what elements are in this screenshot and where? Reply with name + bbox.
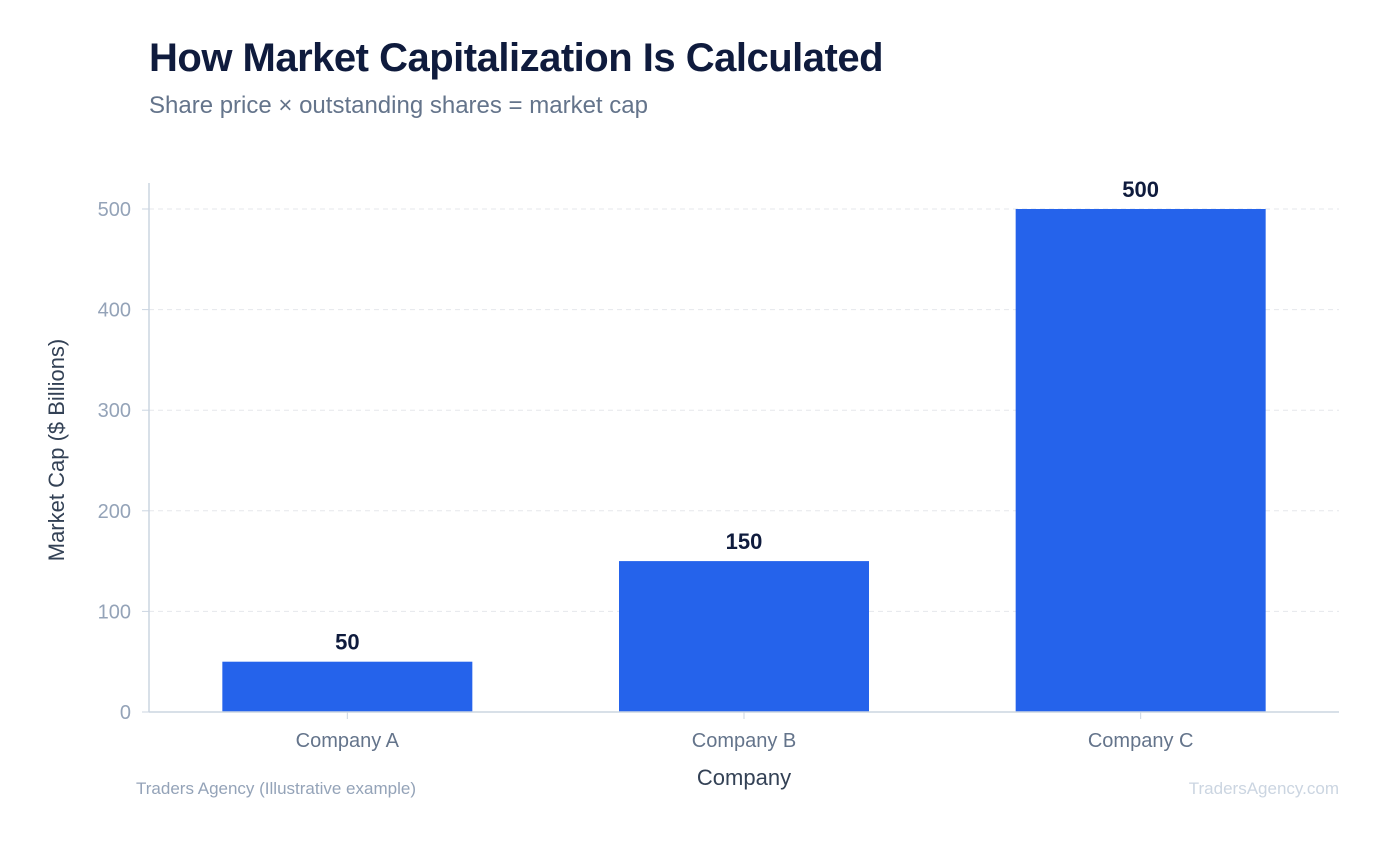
y-tick-label: 0 [120,702,131,724]
y-axis-label: Market Cap ($ Billions) [44,339,69,562]
source-note: Traders Agency (Illustrative example) [136,779,416,798]
y-tick-label: 200 [98,501,131,523]
bar-2 [619,561,869,712]
x-tick-label: Company B [692,730,797,752]
brand-watermark: TradersAgency.com [1188,779,1339,798]
chart-subtitle: Share price × outstanding shares = marke… [149,92,648,119]
data-label: 500 [1122,177,1159,202]
y-tick-label: 300 [98,400,131,422]
data-label: 50 [335,630,359,655]
bar-3 [1015,209,1266,712]
chart-title: How Market Capitalization Is Calculated [149,36,884,80]
y-tick-label: 400 [98,300,131,322]
x-axis-label: Company [697,765,791,790]
bar-1 [222,661,473,712]
x-tick-label: Company C [1088,730,1194,752]
axes: 0 100 200 300 400 500 Company A Company B Compan… [98,183,1339,752]
x-tick-label: Company A [296,730,400,752]
bars: 50 150 500 [222,177,1266,712]
data-label: 150 [726,529,763,554]
y-tick-label: 500 [98,199,131,221]
y-tick-label: 100 [98,601,131,623]
